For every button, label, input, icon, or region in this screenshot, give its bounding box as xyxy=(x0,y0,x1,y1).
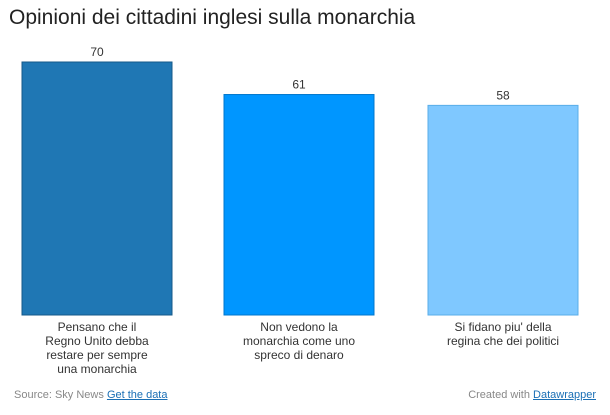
footer-credit: Created with Datawrapper xyxy=(468,389,596,401)
bar-2 xyxy=(223,94,375,316)
bar-3 xyxy=(427,104,579,316)
value-label-1: 70 xyxy=(90,45,104,59)
category-label-2: Non vedono la monarchia come uno spreco di… xyxy=(243,320,355,362)
chart-title: Opinioni dei cittadini inglesi sulla mon… xyxy=(9,6,416,29)
footer-source: Source: Sky News Get the data xyxy=(14,389,167,401)
datawrapper-link[interactable]: Datawrapper xyxy=(533,389,596,401)
category-label-3: Si fidano piu' della regina che dei polit… xyxy=(447,320,559,348)
value-label-2: 61 xyxy=(292,78,306,92)
value-label-3: 58 xyxy=(496,88,510,102)
created-with-label: Created with xyxy=(468,389,530,401)
bar-1 xyxy=(21,61,173,316)
category-label-1: Pensano che il Regno Unito debba restare p… xyxy=(45,320,149,376)
source-label: Source: Sky News xyxy=(14,389,104,401)
get-the-data-link[interactable]: Get the data xyxy=(106,389,168,401)
